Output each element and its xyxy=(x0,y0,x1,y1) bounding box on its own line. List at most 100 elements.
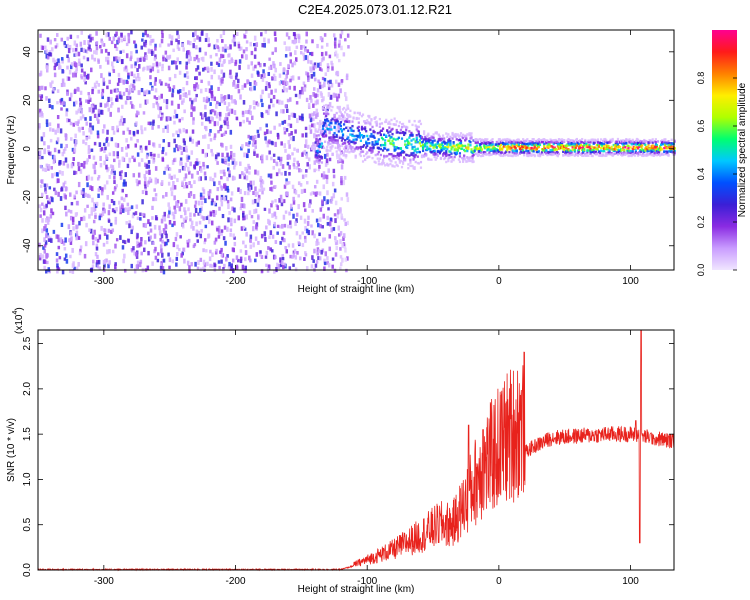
spectrogram-ridge-cell xyxy=(321,107,325,110)
spectrogram-cell xyxy=(58,170,62,175)
spectrogram-cell xyxy=(209,129,212,133)
spectrogram-ridge-cell xyxy=(397,154,400,158)
spectrogram-cell xyxy=(101,211,105,216)
spectrogram-cell xyxy=(311,191,314,195)
spectrogram-cell xyxy=(231,157,234,162)
y-tick-label: 2.0 xyxy=(22,381,33,395)
spectrogram-cell xyxy=(329,79,332,84)
spectrogram-cell xyxy=(265,225,268,230)
spectrogram-cell xyxy=(93,169,97,175)
spectrogram-cell xyxy=(234,75,238,80)
spectrogram-cell xyxy=(181,117,184,121)
x-tick-label: -300 xyxy=(94,276,114,287)
spectrogram-ridge-cell xyxy=(425,154,428,157)
spectrogram-cell xyxy=(65,144,68,148)
spectrogram-cell xyxy=(66,164,70,169)
spectrogram-ridge-cell xyxy=(409,159,412,162)
spectrogram-cell xyxy=(305,228,309,234)
spectrogram-cell xyxy=(257,194,261,200)
spectrogram-cell xyxy=(190,104,194,110)
spectrogram-cell xyxy=(332,92,336,98)
spectrogram-cell xyxy=(304,251,307,255)
spectrogram-cell xyxy=(99,44,102,49)
snr-y-scale-factor: (x104) xyxy=(12,307,25,334)
spectrogram-cell xyxy=(102,43,106,47)
spectrogram-cell xyxy=(269,247,273,252)
spectrogram-ridge-cell xyxy=(655,143,659,147)
spectrogram-cell xyxy=(95,31,98,36)
spectrogram-cell xyxy=(77,236,81,240)
spectrogram-cell xyxy=(261,102,264,108)
spectrogram-ridge-cell xyxy=(315,154,318,157)
spectrogram-cell xyxy=(144,52,147,57)
spectrogram-cell xyxy=(287,224,290,229)
spectrogram-cell xyxy=(317,241,320,246)
spectrogram-cell xyxy=(67,118,71,123)
spectrogram-ridge-cell xyxy=(361,113,365,116)
spectrogram-noise-field xyxy=(38,30,350,275)
spectrogram-cell xyxy=(326,256,329,261)
y-tick-label: 0.0 xyxy=(22,563,33,577)
spectrogram-cell xyxy=(231,175,235,181)
spectrogram-cell xyxy=(48,197,52,202)
spectrogram-cell xyxy=(227,217,230,223)
spectrogram-ridge-cell xyxy=(342,123,346,126)
spectrogram-ridge-cell xyxy=(499,143,503,147)
spectrogram-ridge-cell xyxy=(605,153,608,156)
spectrogram-ridge-cell xyxy=(412,151,415,155)
spectrogram-cell xyxy=(230,108,234,114)
spectrogram-ridge-cell xyxy=(459,132,463,135)
spectrogram-ridge-cell xyxy=(322,132,326,135)
spectrogram-cell xyxy=(337,233,341,237)
spectrogram-ridge-cell xyxy=(432,146,435,149)
spectrogram-cell xyxy=(109,104,113,108)
spectrogram-ridge-cell xyxy=(486,138,489,141)
spectrogram-cell xyxy=(281,80,285,86)
spectrogram-cell xyxy=(67,209,71,213)
spectrogram-cell xyxy=(340,45,343,51)
spectrogram-ridge-cell xyxy=(563,140,566,143)
spectrogram-cell xyxy=(249,41,252,47)
spectrogram-ridge-cell xyxy=(625,138,628,141)
spectrogram-ridge-cell xyxy=(450,152,453,155)
spectrogram-cell xyxy=(159,116,163,121)
spectrogram-ridge-cell xyxy=(472,160,475,163)
spectrogram-cell xyxy=(313,62,317,67)
spectrogram-cell xyxy=(41,254,45,259)
spectrogram-cell xyxy=(268,57,271,61)
spectrogram-ridge-cell xyxy=(452,158,455,162)
spectrogram-cell xyxy=(126,144,130,149)
spectrogram-ridge-cell xyxy=(336,105,339,109)
spectrogram-ridge-cell xyxy=(651,138,654,141)
spectrogram-cell xyxy=(291,39,295,44)
spectrogram-cell xyxy=(224,44,227,49)
spectrogram-cell xyxy=(289,97,292,102)
spectrogram-cell xyxy=(167,181,171,186)
spectrogram-ridge-cell xyxy=(454,135,457,138)
spectrogram-cell xyxy=(337,160,340,164)
spectrogram-cell xyxy=(44,187,47,193)
spectrogram-ridge-cell xyxy=(471,156,474,160)
spectrogram-ridge-cell xyxy=(662,153,665,156)
spectrogram-ridge-cell xyxy=(631,151,634,154)
spectrogram-ridge-cell xyxy=(480,148,484,151)
spectrogram-cell xyxy=(311,63,315,69)
spectrogram-cell xyxy=(164,230,167,236)
spectrogram-cell xyxy=(281,254,284,259)
spectrogram-ridge-cell xyxy=(341,108,345,111)
spectrogram-ridge-cell xyxy=(602,139,605,143)
spectrogram-ridge-cell xyxy=(414,148,417,151)
spectrogram-cell xyxy=(147,231,150,235)
spectrogram-cell xyxy=(203,240,206,245)
spectrogram-cell xyxy=(110,164,113,169)
spectrogram-ridge-cell xyxy=(316,149,319,153)
spectrogram-cell xyxy=(52,160,56,165)
spectrogram-cell xyxy=(268,104,271,109)
spectrogram-ridge-cell xyxy=(673,150,676,153)
spectrogram-ridge-cell xyxy=(413,166,416,169)
spectrogram-cell xyxy=(61,269,65,275)
spectrogram-cell xyxy=(309,192,313,196)
spectrogram-cell xyxy=(311,123,314,128)
spectrogram-cell xyxy=(337,143,340,150)
spectrogram-cell xyxy=(157,153,160,158)
